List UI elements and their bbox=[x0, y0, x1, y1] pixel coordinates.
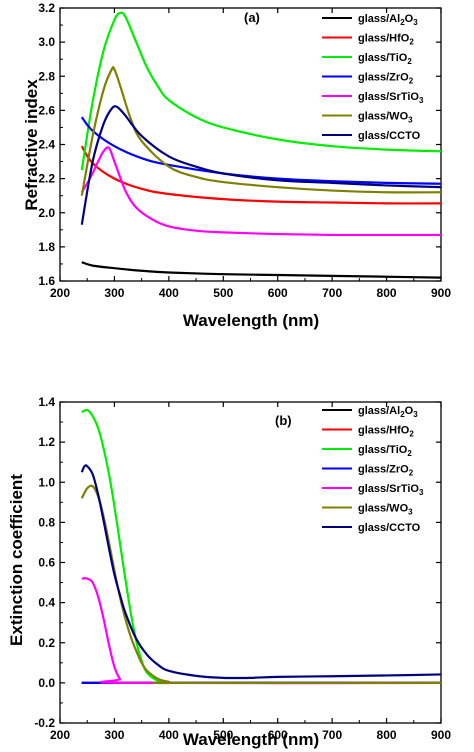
plot-frame bbox=[59, 7, 442, 282]
legend-label: glass/Al2O3 bbox=[358, 405, 418, 419]
y-tick-label: 1.2 bbox=[38, 435, 55, 449]
y-tick-label: 0.0 bbox=[38, 676, 55, 690]
legend-label: glass/CCTO bbox=[358, 130, 421, 142]
x-tick-label: 800 bbox=[377, 286, 397, 300]
x-tick-label: 600 bbox=[268, 286, 288, 300]
x-tick-label: 800 bbox=[377, 728, 397, 742]
x-tick-label: 200 bbox=[50, 728, 70, 742]
legend-label: glass/ZrO2 bbox=[358, 464, 414, 478]
y-tick-label: 0.4 bbox=[38, 596, 55, 610]
legend-label: glass/SrTiO3 bbox=[358, 483, 424, 497]
legend-label: glass/TiO2 bbox=[358, 444, 412, 458]
y-tick-label: 2.2 bbox=[38, 172, 55, 186]
series-line bbox=[80, 146, 441, 237]
series-line bbox=[81, 261, 441, 279]
x-axis-title: Wavelength (nm) bbox=[183, 311, 319, 330]
legend-label: glass/WO3 bbox=[358, 503, 413, 517]
series-line bbox=[80, 66, 441, 196]
x-tick-label: 300 bbox=[104, 286, 124, 300]
y-axis-title: Extinction coefficient bbox=[7, 474, 26, 646]
series-line bbox=[81, 577, 441, 685]
legend-label: glass/TiO2 bbox=[358, 52, 412, 66]
y-tick-label: 2.4 bbox=[38, 138, 55, 152]
x-tick-label: 900 bbox=[431, 286, 451, 300]
chart-panel-b: 200 300 400 500 600 700 800 900 -0.2 0.0 0.2 0.4 0.6… bbox=[7, 395, 451, 749]
x-axis-title: Wavelength (nm) bbox=[183, 730, 319, 749]
series-group bbox=[80, 408, 441, 685]
x-tick-label: 700 bbox=[322, 728, 342, 742]
y-tick-label: 3.0 bbox=[38, 35, 55, 49]
x-tick-label: 700 bbox=[322, 286, 342, 300]
y-tick-label: 1.8 bbox=[38, 240, 55, 254]
y-axis-title: Refractive index bbox=[22, 79, 41, 211]
series-line bbox=[80, 145, 441, 205]
y-tick-label: 2.0 bbox=[38, 206, 55, 220]
series-line bbox=[80, 484, 441, 685]
y-tick-label: 1.0 bbox=[38, 475, 55, 489]
legend-label: glass/HfO2 bbox=[358, 425, 414, 439]
x-tick-label: 400 bbox=[159, 286, 179, 300]
series-line bbox=[80, 464, 441, 680]
y-tick-label: 3.2 bbox=[38, 1, 55, 15]
x-tick-label: 400 bbox=[159, 728, 179, 742]
legend-label: glass/Al2O3 bbox=[358, 13, 418, 27]
y-tick-label: 2.6 bbox=[38, 103, 55, 117]
chart-panel-a: 200 300 400 500 600 700 800 900 1.6 1.8 2.0 2.2 2.4 2… bbox=[22, 1, 451, 330]
x-tick-label: 900 bbox=[431, 728, 451, 742]
y-tick-label: 0.2 bbox=[38, 636, 55, 650]
y-tick-label: 0.6 bbox=[38, 556, 55, 570]
legend-label: glass/HfO2 bbox=[358, 33, 414, 47]
legend-label: glass/ZrO2 bbox=[358, 72, 414, 86]
panel-label: (a) bbox=[244, 10, 260, 25]
series-group bbox=[80, 11, 441, 279]
y-tick-label: 1.6 bbox=[38, 274, 55, 288]
y-tick-label: 0.8 bbox=[38, 515, 55, 529]
series-line bbox=[80, 11, 441, 171]
panel-label: (b) bbox=[275, 413, 292, 428]
series-line bbox=[80, 116, 441, 185]
x-tick-label: 500 bbox=[213, 286, 233, 300]
legend-label: glass/SrTiO3 bbox=[358, 91, 424, 105]
x-tick-label: 200 bbox=[50, 286, 70, 300]
x-tick-label: 500 bbox=[213, 728, 233, 742]
y-tick-label: 2.8 bbox=[38, 69, 55, 83]
y-tick-label: -0.2 bbox=[34, 716, 55, 730]
series-line bbox=[80, 105, 441, 225]
x-tick-label: 600 bbox=[268, 728, 288, 742]
legend-label: glass/CCTO bbox=[358, 522, 421, 534]
x-tick-label: 300 bbox=[104, 728, 124, 742]
y-tick-label: 1.4 bbox=[38, 395, 55, 409]
legend-label: glass/WO3 bbox=[358, 111, 413, 125]
